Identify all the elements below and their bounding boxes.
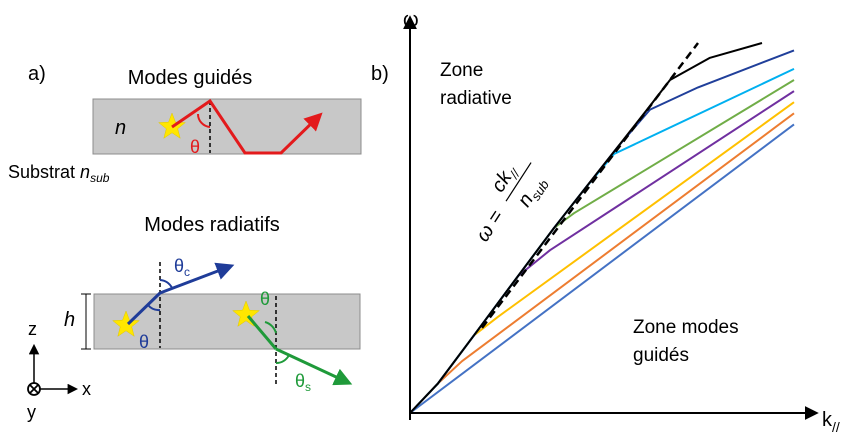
zone-guided-line2: guidés (633, 345, 689, 366)
green-theta-label: θ (260, 289, 270, 309)
guided-modes-title: Modes guidés (128, 67, 253, 89)
theta-s-label: θs (295, 371, 311, 394)
source-star-icon (112, 310, 140, 337)
light-line-dashed (481, 42, 699, 329)
panel-a-label: a) (28, 63, 46, 85)
equation-fraction-bar (505, 162, 532, 202)
zone-radiative-line1: Zone (440, 60, 483, 81)
angle-arc (159, 279, 173, 289)
zone-radiative-line2: radiative (440, 88, 512, 109)
dispersion-curve-2 (409, 112, 795, 414)
radiative-modes-title: Modes radiatifs (144, 214, 280, 236)
theta-c-base: θ (174, 256, 184, 276)
substrate-sub: sub (90, 171, 110, 185)
theta-s-base: θ (295, 371, 305, 391)
blue-ray-outside (159, 262, 235, 295)
thickness-label: h (64, 309, 75, 331)
source-star-icon (232, 300, 260, 327)
light-line-equation: ω = ck// nsub (472, 162, 552, 246)
dispersion-curve-5 (409, 79, 795, 414)
green-ray-inside (246, 315, 278, 350)
k-axis-label: k// (822, 409, 840, 435)
substrate-label: Substrat nsub (8, 162, 110, 185)
theta-s-sub: s (305, 380, 311, 394)
guided-ray-path (171, 98, 323, 155)
theta-c-sub: c (184, 265, 190, 279)
guided-theta-label: θ (190, 137, 200, 157)
angle-arc (275, 354, 290, 365)
angle-arc (147, 304, 161, 312)
substrate-prefix: Substrat (8, 162, 80, 182)
angle-arc (196, 113, 211, 128)
panel-b-label: b) (371, 63, 389, 85)
dispersion-curve-1 (409, 123, 795, 414)
axis-z-label: z (28, 319, 37, 339)
zone-guided-line1: Zone modes (633, 317, 739, 338)
substrate-n: n (80, 162, 90, 182)
dispersion-curve-8 (409, 42, 763, 414)
k-axis-base: k (822, 409, 833, 431)
equation-lhs: ω = (472, 206, 508, 246)
k-axis-sub: // (832, 419, 840, 435)
blue-theta-label: θ (139, 332, 149, 352)
axis-x-label: x (82, 379, 91, 399)
angle-arc (264, 321, 277, 334)
green-ray-outside (275, 347, 353, 386)
y-axis-cross (29, 384, 39, 394)
dispersion-curve-4 (409, 90, 795, 414)
slab-index-label: n (115, 117, 126, 139)
axis-y-label: y (27, 402, 36, 422)
blue-ray-inside (126, 291, 162, 326)
theta-c-label: θc (174, 256, 190, 279)
